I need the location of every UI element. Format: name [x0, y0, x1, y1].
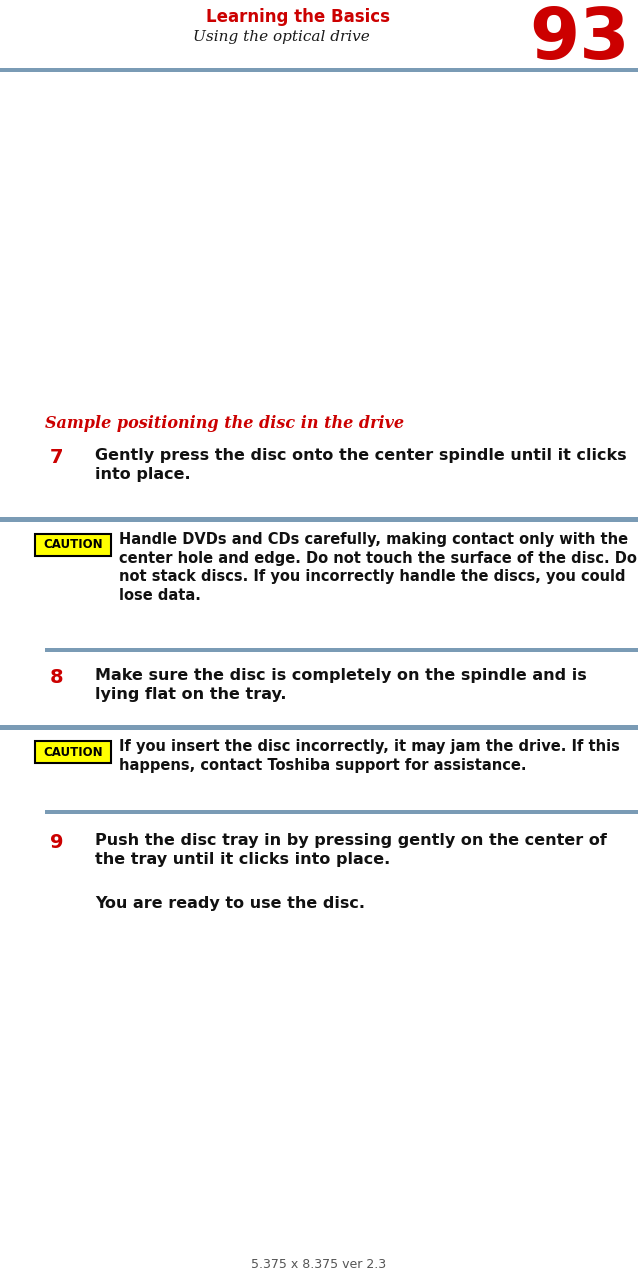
Text: 93: 93 — [530, 5, 630, 74]
Bar — [35, 741, 111, 763]
Text: 5.375 x 8.375 ver 2.3: 5.375 x 8.375 ver 2.3 — [251, 1258, 387, 1271]
Text: Sample positioning the disc in the drive: Sample positioning the disc in the drive — [45, 416, 404, 432]
Bar — [0, 724, 638, 730]
Text: CAUTION: CAUTION — [43, 539, 103, 552]
Text: You are ready to use the disc.: You are ready to use the disc. — [95, 896, 365, 911]
Text: 9: 9 — [50, 833, 64, 852]
Text: If you insert the disc incorrectly, it may jam the drive. If this
happens, conta: If you insert the disc incorrectly, it m… — [119, 738, 620, 773]
Bar — [35, 534, 111, 555]
Bar — [45, 648, 638, 652]
Text: Push the disc tray in by pressing gently on the center of
the tray until it clic: Push the disc tray in by pressing gently… — [95, 833, 607, 867]
Text: Learning the Basics: Learning the Basics — [206, 8, 390, 25]
Text: Using the optical drive: Using the optical drive — [193, 31, 370, 44]
Bar — [0, 69, 638, 72]
Bar — [0, 517, 638, 522]
Bar — [45, 810, 638, 813]
Text: 7: 7 — [50, 447, 64, 466]
Text: Gently press the disc onto the center spindle until it clicks
into place.: Gently press the disc onto the center sp… — [95, 447, 627, 482]
Text: 8: 8 — [50, 669, 64, 688]
Text: Make sure the disc is completely on the spindle and is
lying flat on the tray.: Make sure the disc is completely on the … — [95, 669, 587, 702]
Text: CAUTION: CAUTION — [43, 746, 103, 759]
Text: Handle DVDs and CDs carefully, making contact only with the
center hole and edge: Handle DVDs and CDs carefully, making co… — [119, 533, 637, 602]
